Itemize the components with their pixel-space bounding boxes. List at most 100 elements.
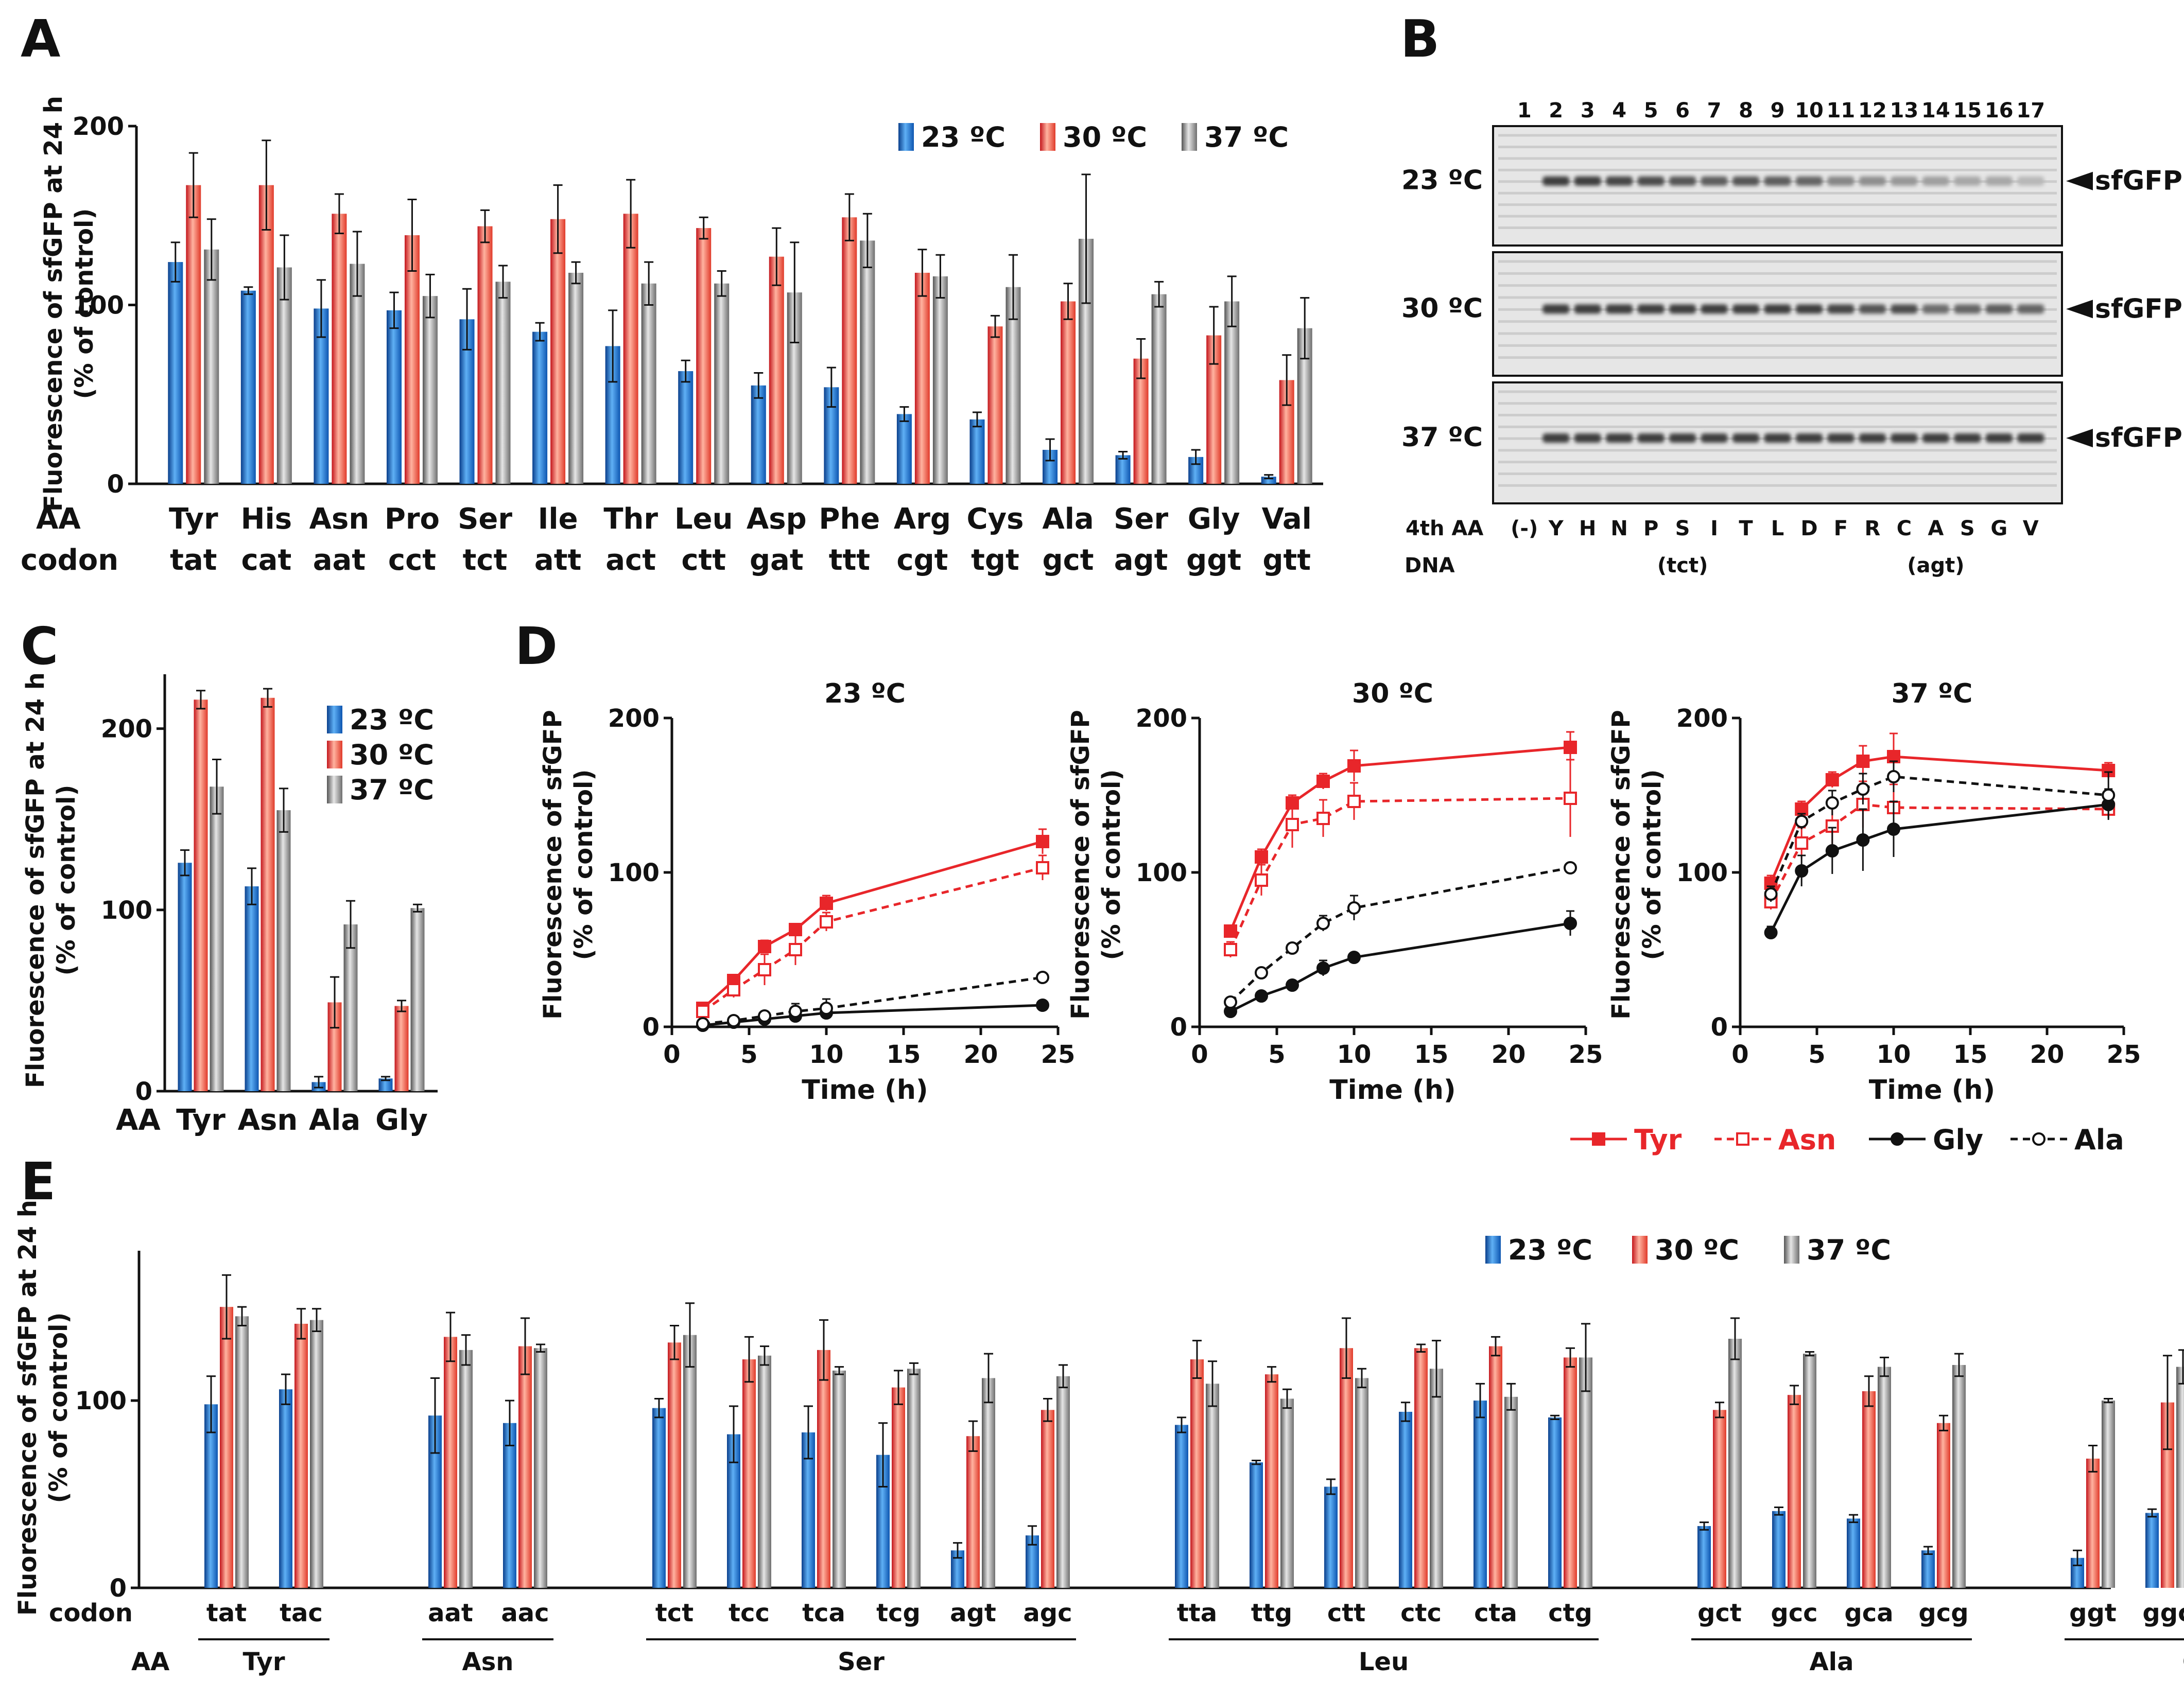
panel-a-bar-chart: Fluorescence of sfGFP at 24 h (% of cont… bbox=[21, 96, 1323, 577]
gel-lane-number: 13 bbox=[1890, 99, 1919, 122]
gel-temp-label-23c: 23 ºC bbox=[1401, 165, 1483, 196]
panel-c-bar-chart: Fluorescence of sfGFP at 24 h (% of cont… bbox=[21, 672, 438, 1137]
panel-e-30c-bar bbox=[1041, 1410, 1054, 1588]
gel-sfgfp-band bbox=[1574, 433, 1601, 443]
panel-d-30c-point-ala bbox=[1255, 966, 1268, 979]
gel-aa-label: (-) bbox=[1511, 517, 1538, 540]
panel-c-30c-bar bbox=[261, 697, 275, 1091]
gel-sfgfp-band bbox=[1637, 304, 1665, 314]
gel-band-label: sfGFP bbox=[2095, 423, 2182, 453]
panel-d-30c-point-asn bbox=[1316, 812, 1330, 825]
panel-a-legend-swatch-37c bbox=[1182, 123, 1197, 151]
panel-a-23c-bar bbox=[969, 419, 985, 484]
panel-d-23c-point-ala bbox=[789, 1005, 802, 1018]
gel-aa-label: V bbox=[2023, 517, 2039, 540]
gel-aa-label: D bbox=[1800, 517, 1817, 540]
panel-d-30c-xtick-label: 10 bbox=[1337, 1040, 1372, 1069]
panel-a-codon-label: gtt bbox=[1262, 544, 1311, 577]
panel-a-aa-label: Tyr bbox=[169, 502, 218, 536]
panel-d-30c-point-gly bbox=[1347, 951, 1361, 964]
panel-d-30c-ytick-label: 0 bbox=[1170, 1013, 1187, 1042]
panel-e-aa-label: Asn bbox=[462, 1648, 514, 1676]
panel-d-23c-point-asn bbox=[758, 963, 771, 976]
panel-e-37c-bar bbox=[534, 1348, 547, 1588]
gel-sfgfp-band bbox=[1859, 176, 1886, 186]
gel-footer-dna: DNA bbox=[1405, 554, 1455, 577]
panel-d-23c-point-ala bbox=[820, 1002, 833, 1015]
panel-a-30c-bar bbox=[623, 214, 638, 484]
panel-d-30c-xtick-label: 15 bbox=[1414, 1040, 1449, 1069]
panel-e-codon-label: ggc bbox=[2142, 1599, 2184, 1627]
panel-d-37c-point-gly bbox=[1764, 926, 1778, 939]
gel-sfgfp-band bbox=[1954, 176, 1981, 186]
panel-a-legend-swatch-23c bbox=[898, 123, 914, 151]
panel-d-37c-point-ala bbox=[1856, 782, 1870, 796]
gel-lane-number: 7 bbox=[1707, 99, 1722, 122]
gel-temp-label-37c: 37 ºC bbox=[1401, 422, 1483, 453]
panel-c-37c-bar bbox=[276, 810, 291, 1091]
gel-lane-number: 16 bbox=[1985, 99, 2014, 122]
panel-e-30c-bar bbox=[966, 1436, 980, 1588]
panel-d-30c-point-gly bbox=[1286, 978, 1299, 992]
panel-a-aa-label: Asp bbox=[747, 502, 807, 536]
gel-band-arrow-icon bbox=[2066, 300, 2093, 319]
panel-a-ylabel-line2: (% of control) bbox=[70, 208, 99, 399]
panel-d-37c-line-tyr bbox=[1770, 755, 2109, 884]
gel-sfgfp-band bbox=[1922, 176, 1949, 186]
panel-d-37c-xtick-label: 5 bbox=[1808, 1040, 1825, 1069]
panel-e-23c-bar bbox=[1175, 1425, 1188, 1588]
panel-e-codon-label: tcg bbox=[876, 1599, 921, 1627]
panel-d-37c-line-asn bbox=[1770, 803, 2109, 903]
panel-a-legend-label-30c: 30 ºC bbox=[1063, 121, 1147, 153]
panel-d-30c-line-ala bbox=[1229, 866, 1571, 1003]
panel-d-23c-point-ala bbox=[727, 1014, 740, 1027]
panel-d-legend-marker-asn bbox=[1736, 1132, 1749, 1146]
panel-e-legend-label-30c: 30 ºC bbox=[1655, 1234, 1739, 1266]
panel-e-codon-label: tct bbox=[655, 1599, 694, 1627]
gel-band-arrow-icon bbox=[2066, 171, 2093, 190]
panel-e-legend-swatch-37c bbox=[1784, 1236, 1799, 1264]
panel-label-c: C bbox=[21, 616, 58, 676]
panel-e-codon-label: aac bbox=[501, 1599, 549, 1627]
panel-e-30c-bar bbox=[1788, 1395, 1801, 1588]
panel-d-legend-marker-ala bbox=[2032, 1132, 2046, 1146]
panel-e-30c-bar bbox=[1713, 1410, 1726, 1588]
panel-e-23c-bar bbox=[1847, 1518, 1860, 1588]
panel-a-37c-bar bbox=[276, 267, 292, 484]
panel-e-30c-bar bbox=[294, 1323, 308, 1588]
panel-e-23c-bar bbox=[2145, 1513, 2159, 1588]
panel-e-23c-bar bbox=[652, 1408, 666, 1588]
panel-a-codon-label: gct bbox=[1043, 544, 1094, 577]
gel-sfgfp-band bbox=[1764, 433, 1791, 443]
panel-e-codon-label: gca bbox=[1844, 1599, 1893, 1627]
panel-a-codon-label: aat bbox=[313, 544, 366, 577]
panel-d-23c-xtick-label: 15 bbox=[887, 1040, 921, 1069]
panel-e-ylabel-line1: Fluorescence of sfGFP at 24 h bbox=[13, 1200, 42, 1616]
panel-a-codon-label: tgt bbox=[971, 544, 1019, 577]
panel-d-37c-point-gly bbox=[1795, 864, 1809, 878]
panel-e-37c-bar bbox=[235, 1316, 249, 1588]
panel-d-23c-point-asn bbox=[727, 983, 740, 996]
panel-a-23c-bar bbox=[678, 371, 694, 484]
panel-a-30c-bar bbox=[914, 272, 930, 484]
panel-d-23c-point-tyr bbox=[758, 940, 771, 953]
gel-lane-number: 15 bbox=[1953, 99, 1982, 122]
panel-e-37c-bar bbox=[459, 1350, 473, 1588]
panel-d-30c-ylabel-line2: (% of control) bbox=[1097, 769, 1126, 960]
panel-e-codon-label: cta bbox=[1474, 1599, 1517, 1627]
gel-sfgfp-band bbox=[1637, 433, 1665, 443]
panel-a-aa-label: Phe bbox=[819, 502, 880, 536]
gel-sfgfp-band bbox=[2017, 433, 2044, 443]
panel-e-23c-bar bbox=[279, 1389, 292, 1588]
panel-a-37c-bar bbox=[204, 249, 219, 484]
panel-e-codon-label: aat bbox=[428, 1599, 473, 1627]
panel-d-23c-line-ala bbox=[702, 976, 1043, 1025]
panel-d-30c-point-ala bbox=[1224, 995, 1237, 1009]
panel-d-23c-xtick-label: 10 bbox=[809, 1040, 844, 1069]
gel-sfgfp-band bbox=[2017, 304, 2044, 314]
panel-d-23c-point-tyr bbox=[1036, 835, 1049, 848]
panel-d-30c-line-tyr bbox=[1229, 746, 1571, 932]
panel-d-37c-point-ala bbox=[1825, 796, 1839, 810]
panel-e-30c-bar bbox=[1340, 1348, 1353, 1588]
gel-sfgfp-band bbox=[1859, 304, 1886, 314]
